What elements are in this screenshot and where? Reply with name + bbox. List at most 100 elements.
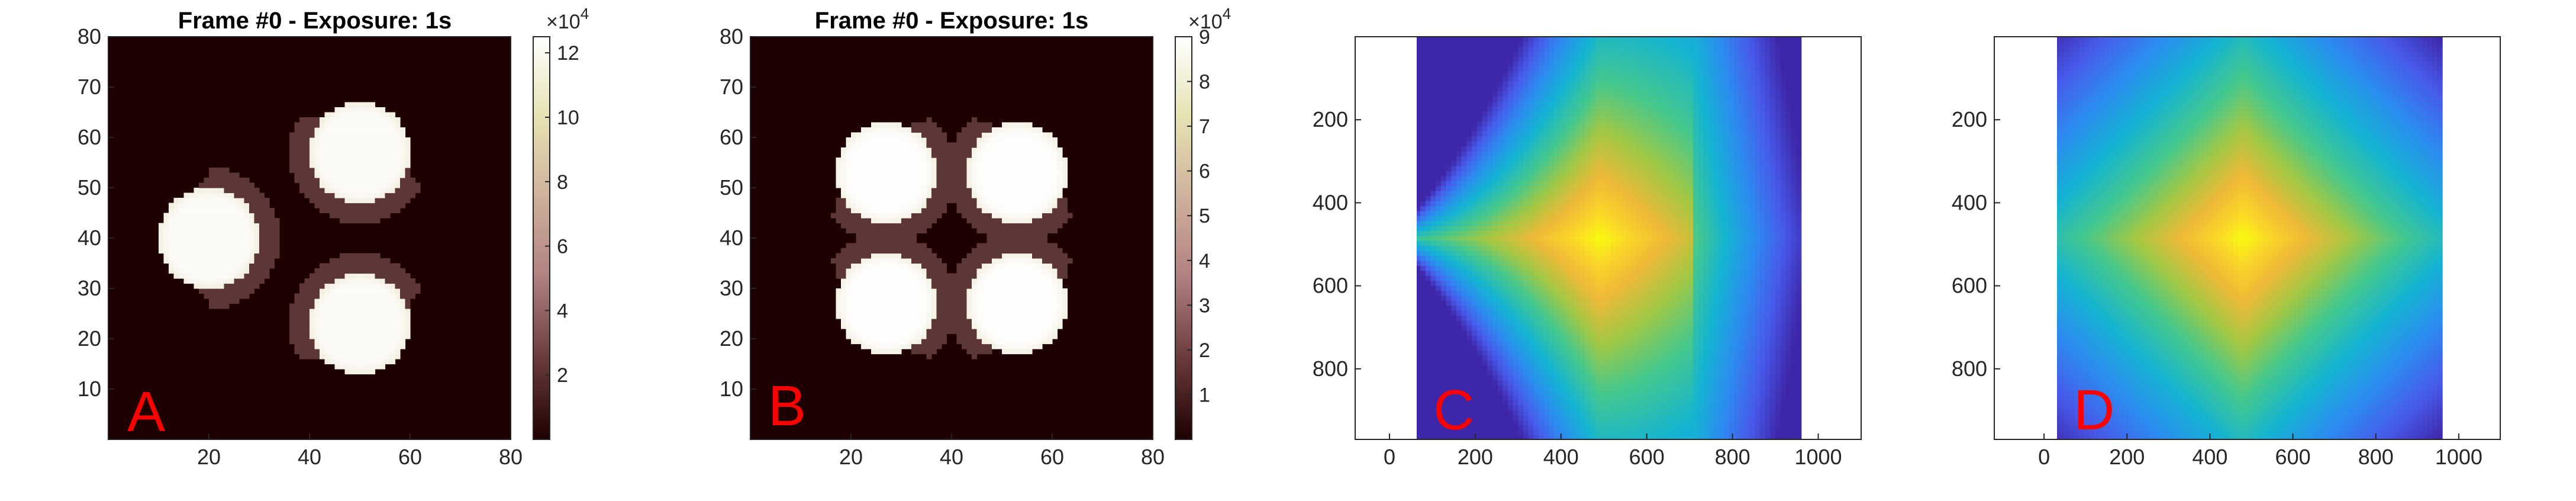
heatmap-cell — [1498, 117, 1503, 122]
heatmap-cell — [355, 158, 360, 163]
heatmap-cell — [1647, 92, 1652, 97]
heatmap-cell — [1032, 218, 1037, 223]
heatmap-cell — [1683, 126, 1688, 131]
heatmap-cell — [1508, 37, 1513, 42]
heatmap-cell — [1765, 111, 1771, 117]
heatmap-cell — [309, 168, 315, 173]
heatmap-cell — [1032, 178, 1037, 183]
heatmap-cell — [340, 198, 345, 203]
heatmap-cell — [289, 319, 295, 324]
heatmap-cell — [410, 284, 415, 289]
heatmap-cell — [911, 314, 917, 319]
heatmap-cell — [234, 208, 240, 213]
heatmap-cell — [1487, 117, 1492, 122]
heatmap-cell — [1042, 278, 1047, 284]
y-tick-label: 50 — [78, 175, 101, 200]
heatmap-cell — [1513, 62, 1518, 67]
heatmap-cell — [891, 188, 897, 193]
heatmap-cell — [295, 349, 300, 354]
heatmap-cell — [199, 264, 204, 269]
heatmap-cell — [345, 117, 350, 123]
heatmap-cell — [1027, 143, 1033, 148]
heatmap-cell — [997, 314, 1002, 319]
heatmap-cell — [1052, 147, 1058, 153]
heatmap-cell — [1503, 92, 1508, 97]
heatmap-cell — [987, 133, 992, 138]
heatmap-cell — [1523, 121, 1529, 127]
heatmap-cell — [229, 193, 234, 198]
heatmap-cell — [1436, 37, 1441, 42]
heatmap-cell — [957, 339, 962, 344]
heatmap-cell — [972, 168, 977, 173]
heatmap-cell — [204, 213, 209, 219]
heatmap-cell — [911, 268, 917, 274]
heatmap-cell — [1575, 86, 1580, 92]
heatmap-cell — [1042, 314, 1047, 319]
heatmap-cell — [1755, 82, 1760, 87]
heatmap-cell — [350, 309, 355, 314]
heatmap-cell — [987, 329, 992, 334]
heatmap-cell — [390, 319, 395, 324]
heatmap-cell — [977, 294, 982, 299]
heatmap-cell — [1750, 111, 1755, 117]
heatmap-cell — [229, 294, 234, 299]
heatmap-cell — [355, 264, 360, 269]
heatmap-cell — [1017, 288, 1023, 294]
heatmap-cell — [1462, 92, 1467, 97]
heatmap-cell — [209, 183, 214, 188]
heatmap-cell — [335, 324, 340, 329]
heatmap-cell — [335, 127, 340, 133]
heatmap-cell — [1785, 121, 1791, 127]
heatmap-cell — [987, 258, 992, 264]
heatmap-cell — [846, 203, 852, 208]
heatmap-cell — [1062, 264, 1068, 269]
heatmap-cell — [214, 193, 220, 198]
heatmap-cell — [269, 253, 275, 259]
heatmap-cell — [897, 153, 902, 158]
heatmap-cell — [841, 218, 846, 223]
heatmap-cell — [1539, 47, 1544, 52]
heatmap-cell — [1775, 86, 1781, 92]
heatmap-cell — [982, 127, 987, 133]
heatmap-cell — [1482, 57, 1487, 62]
heatmap-cell — [1498, 47, 1503, 52]
heatmap-cell — [911, 158, 917, 163]
heatmap-cell — [1533, 82, 1539, 87]
heatmap-cell — [1395, 57, 1400, 62]
heatmap-cell — [375, 123, 381, 128]
heatmap-cell — [295, 163, 300, 168]
heatmap-cell — [275, 218, 280, 223]
heatmap-cell — [1441, 107, 1446, 112]
heatmap-cell — [871, 238, 876, 243]
heatmap-cell — [1683, 52, 1688, 57]
heatmap-cell — [886, 334, 892, 339]
heatmap-cell — [1400, 107, 1405, 112]
heatmap-cell — [1565, 37, 1570, 42]
heatmap-cell — [1533, 62, 1539, 67]
heatmap-cell — [861, 344, 866, 349]
heatmap-cell — [1002, 233, 1007, 239]
heatmap-cell — [360, 349, 365, 354]
heatmap-cell — [1462, 97, 1467, 102]
panel-b-letter: B — [768, 374, 806, 438]
heatmap-cell — [992, 223, 997, 229]
heatmap-cell — [1456, 117, 1462, 122]
heatmap-cell — [982, 243, 987, 249]
heatmap-cell — [1636, 111, 1642, 117]
heatmap-cell — [164, 228, 169, 233]
heatmap-cell — [360, 304, 365, 309]
heatmap-cell — [259, 193, 265, 198]
heatmap-cell — [259, 213, 265, 219]
heatmap-cell — [1027, 349, 1033, 354]
heatmap-cell — [1002, 248, 1007, 253]
heatmap-cell — [1616, 111, 1621, 117]
heatmap-cell — [380, 193, 385, 198]
heatmap-cell — [911, 253, 917, 259]
heatmap-cell — [375, 173, 381, 178]
heatmap-cell — [987, 188, 992, 193]
heatmap-cell — [350, 143, 355, 148]
heatmap-cell — [1688, 126, 1693, 131]
heatmap-cell — [380, 319, 385, 324]
heatmap-cell — [856, 339, 862, 344]
heatmap-cell — [901, 208, 907, 213]
